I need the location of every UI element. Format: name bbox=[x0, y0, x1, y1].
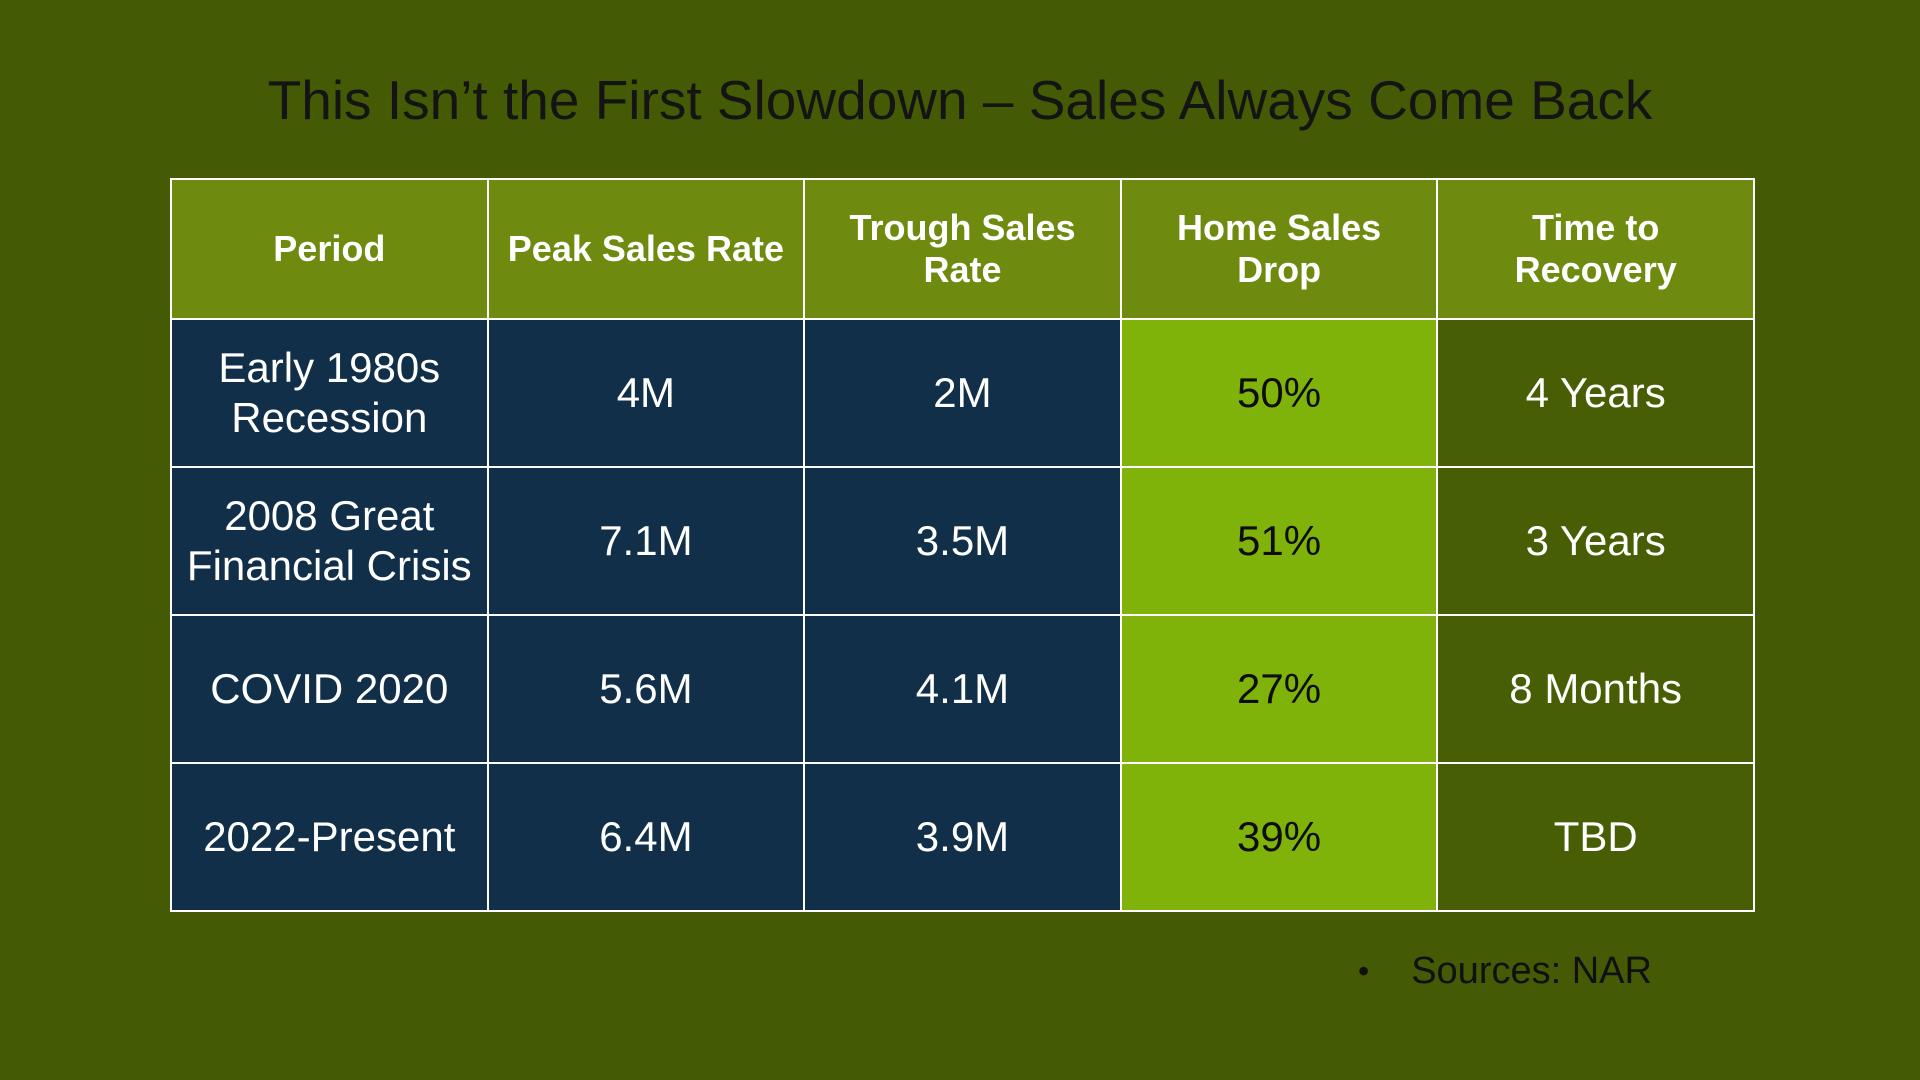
column-header-drop: Home Sales Drop bbox=[1119, 178, 1439, 320]
cell-drop: 27% bbox=[1119, 614, 1439, 764]
sources-note: • Sources: NAR bbox=[1358, 950, 1652, 993]
cell-trough: 3.5M bbox=[803, 466, 1122, 616]
cell-period: COVID 2020 bbox=[170, 614, 489, 764]
cell-drop: 39% bbox=[1119, 762, 1439, 912]
sales-history-table: Period Peak Sales Rate Trough Sales Rate Ho… bbox=[170, 178, 1755, 912]
cell-period: Early 1980s Recession bbox=[170, 318, 489, 468]
cell-trough: 2M bbox=[803, 318, 1122, 468]
cell-recovery: 3 Years bbox=[1436, 466, 1755, 616]
cell-drop: 51% bbox=[1119, 466, 1439, 616]
table-header-row: Period Peak Sales Rate Trough Sales Rate Ho… bbox=[170, 178, 1755, 320]
cell-trough: 3.9M bbox=[803, 762, 1122, 912]
table-row: 2022-Present 6.4M 3.9M 39% TBD bbox=[170, 762, 1755, 912]
page-title: This Isn’t the First Slowdown – Sales Al… bbox=[267, 69, 1653, 131]
column-header-period: Period bbox=[170, 178, 489, 320]
cell-peak: 6.4M bbox=[486, 762, 806, 912]
column-header-peak: Peak Sales Rate bbox=[486, 178, 806, 320]
cell-period: 2022-Present bbox=[170, 762, 489, 912]
cell-trough: 4.1M bbox=[803, 614, 1122, 764]
table-row: COVID 2020 5.6M 4.1M 27% 8 Months bbox=[170, 614, 1755, 764]
column-header-trough: Trough Sales Rate bbox=[803, 178, 1122, 320]
cell-recovery: 4 Years bbox=[1436, 318, 1755, 468]
table-header: Period Peak Sales Rate Trough Sales Rate Ho… bbox=[170, 178, 1755, 320]
cell-drop: 50% bbox=[1119, 318, 1439, 468]
cell-period: 2008 Great Financial Crisis bbox=[170, 466, 489, 616]
cell-peak: 4M bbox=[486, 318, 806, 468]
table-row: Early 1980s Recession 4M 2M 50% 4 Years bbox=[170, 318, 1755, 468]
column-header-recovery: Time to Recovery bbox=[1436, 178, 1755, 320]
cell-peak: 7.1M bbox=[486, 466, 806, 616]
table-row: 2008 Great Financial Crisis 7.1M 3.5M 51% 3 … bbox=[170, 466, 1755, 616]
cell-peak: 5.6M bbox=[486, 614, 806, 764]
cell-recovery: TBD bbox=[1436, 762, 1755, 912]
sources-text: Sources: NAR bbox=[1411, 950, 1652, 992]
cell-recovery: 8 Months bbox=[1436, 614, 1755, 764]
table-body: Early 1980s Recession 4M 2M 50% 4 Years 2008 … bbox=[170, 318, 1755, 912]
bullet-icon: • bbox=[1358, 953, 1370, 989]
